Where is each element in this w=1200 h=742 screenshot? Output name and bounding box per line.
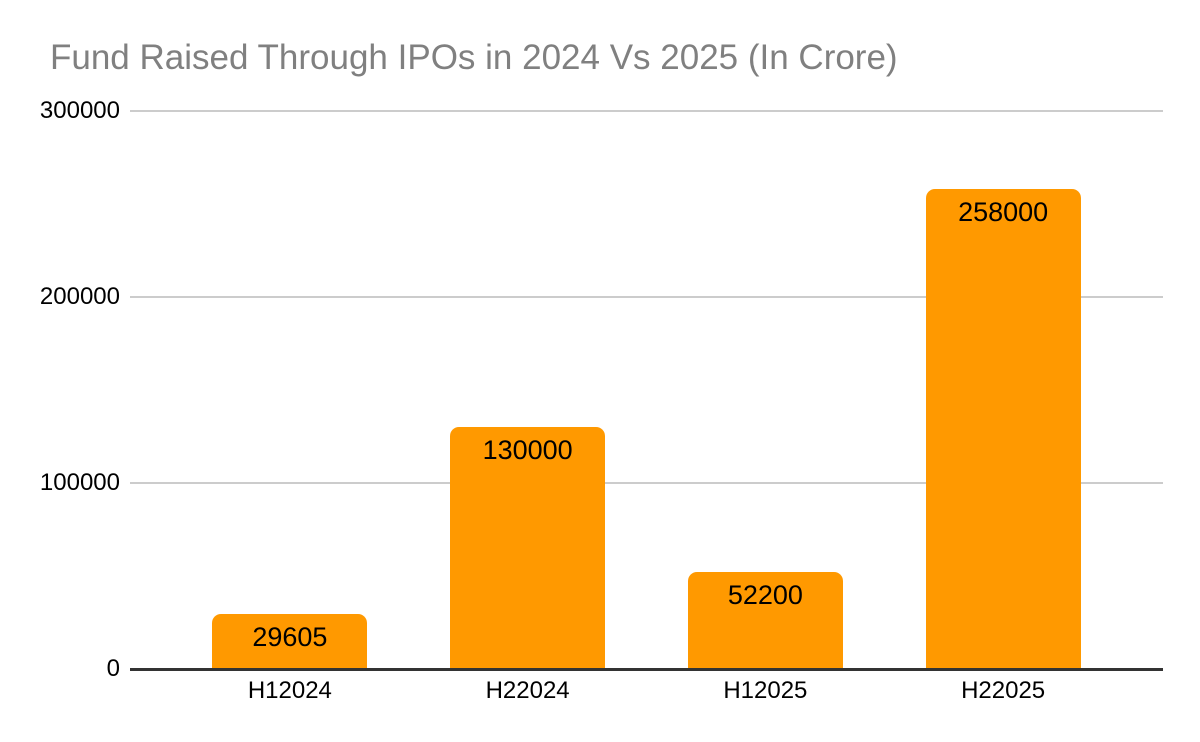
x-tick-label: H22024: [485, 677, 570, 704]
bar-value-label: 29605: [252, 622, 328, 652]
bar-slot: 52200: [647, 111, 885, 669]
x-axis-line: [130, 668, 1163, 671]
plot-area: 29605 130000 52200 258000: [130, 110, 1163, 671]
bar-H22025: 258000: [925, 189, 1081, 669]
bar-slot: 29605: [171, 111, 409, 669]
x-axis: H12024 H22024 H12025 H22025: [171, 677, 1122, 705]
bar-slot: 130000: [409, 111, 647, 669]
gridline: [130, 482, 1163, 484]
bar-slot: 258000: [884, 111, 1122, 669]
bar-value-label: 52200: [727, 580, 803, 610]
bar-H22024: 130000: [450, 427, 606, 669]
gridline: [130, 110, 1163, 112]
bar-H12025: 52200: [687, 572, 843, 669]
x-tick-label: H12025: [723, 677, 808, 704]
bar-value-label: 258000: [958, 197, 1049, 227]
bar-value-label: 130000: [482, 435, 573, 465]
bars-row: 29605 130000 52200 258000: [171, 111, 1122, 669]
y-tick-label: 0: [106, 655, 120, 682]
x-tick-label: H22025: [961, 677, 1046, 704]
y-tick-label: 100000: [39, 469, 120, 496]
bar-H12024: 29605: [212, 614, 368, 669]
chart-title: Fund Raised Through IPOs in 2024 Vs 2025…: [50, 38, 898, 77]
y-tick-label: 200000: [39, 283, 120, 310]
y-tick-label: 300000: [39, 97, 120, 124]
x-tick-label: H12024: [247, 677, 332, 704]
gridline: [130, 296, 1163, 298]
